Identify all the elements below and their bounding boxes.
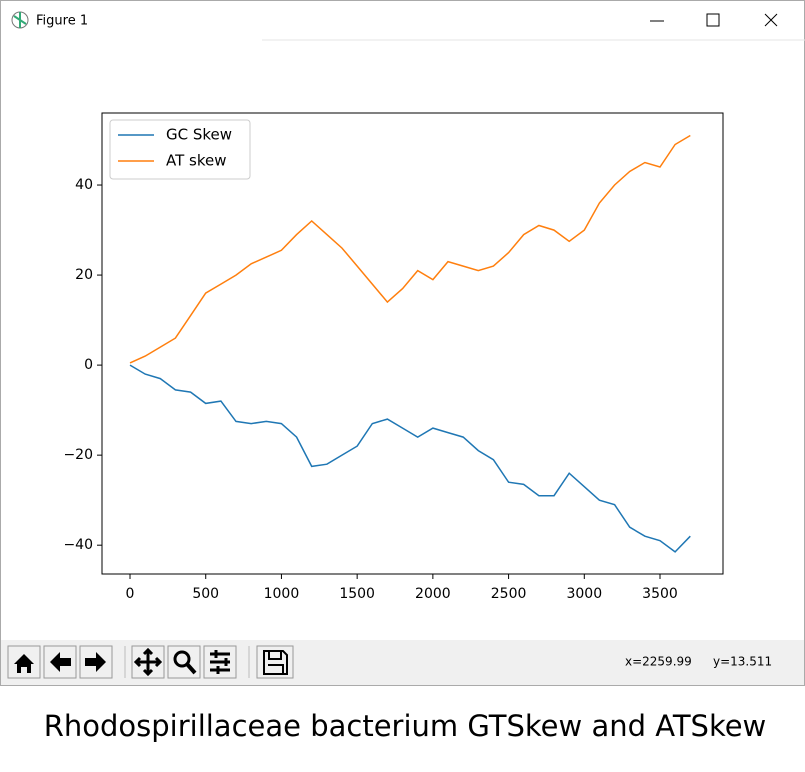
y-tick-label: 40	[75, 177, 93, 193]
x-tick-label: 2000	[415, 586, 451, 602]
forward-icon	[85, 652, 106, 672]
zoom-icon-handle	[185, 662, 197, 675]
data-line	[129, 134, 691, 364]
x-tick-label: 1000	[264, 586, 300, 602]
zoom-icon	[173, 650, 191, 668]
x-tick-label: 3000	[566, 586, 602, 602]
y-tick-label: −20	[63, 447, 93, 463]
y-tick-label: 20	[75, 267, 93, 283]
toolbar: x=2259.99 y=13.511	[1, 640, 804, 685]
home-icon	[14, 654, 34, 673]
x-tick-label: 0	[126, 586, 135, 602]
close-button[interactable]	[764, 13, 778, 27]
x-tick-label: 1500	[339, 586, 375, 602]
legend-label: AT skew	[166, 152, 227, 170]
status-y: y=13.511	[713, 655, 772, 669]
x-tick-label: 500	[192, 586, 219, 602]
window-title: Figure 1	[36, 14, 88, 29]
plot-area: 0 500 1000 1500 2000 2500 3000 3500 −40 −20 0 20 40 G…	[63, 112, 724, 602]
pan-icon	[133, 647, 163, 677]
caption: Rhodospirillaceae bacterium GTSkew and A…	[44, 709, 767, 743]
y-tick-label: 0	[84, 357, 93, 373]
maximize-button[interactable]	[706, 13, 720, 27]
x-tick-label: 2500	[491, 586, 527, 602]
title-bar: Figure 1	[11, 11, 805, 41]
data-line	[129, 364, 691, 553]
y-tick-label: −40	[63, 537, 93, 553]
axes-frame	[101, 112, 724, 575]
app-icon-glyph	[13, 12, 27, 28]
save-icon	[263, 650, 288, 675]
back-icon	[50, 652, 71, 672]
configure-icon	[210, 650, 230, 674]
status-x: x=2259.99	[625, 655, 692, 669]
legend-label: GC Skew	[166, 126, 232, 144]
x-tick-label: 3500	[642, 586, 678, 602]
